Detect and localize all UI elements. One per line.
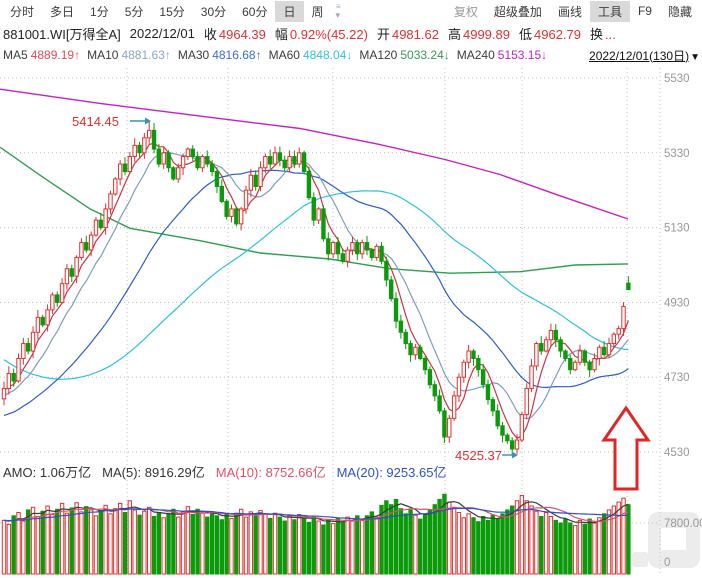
volume-legend-item: MA(10): 8752.66亿 — [215, 464, 326, 480]
ma-legend-items: MA5 4889.19↑ MA10 4881.63↑ MA30 4816.68↑ MA60 4… — [3, 48, 554, 62]
ma-lines — [0, 88, 629, 439]
ma-legend-MA10: MA10 4881.63↑ — [87, 48, 171, 62]
toolbar-button-画线[interactable]: 画线 — [557, 4, 582, 19]
candlesticks — [1, 121, 631, 456]
toolbar-button-F9[interactable]: F9 — [637, 4, 652, 18]
quote-field: 幅 0.92%(45.22) — [274, 26, 368, 42]
ma-legend-MA5: MA5 4889.19↑ — [3, 48, 81, 62]
volume-legend-bar: AMO: 1.06万亿 MA(5): 8916.29亿 MA(10): 8752.6… — [0, 462, 702, 480]
chevron-down-icon: ▼ — [690, 51, 700, 63]
price-annotations: 5414.45 4525.37 — [72, 114, 518, 463]
quote-field: 收 4964.39 — [203, 26, 266, 42]
quote-field: 高 4999.89 — [447, 26, 510, 42]
svg-text:4525.37: 4525.37 — [455, 448, 502, 463]
svg-text:5414.45: 5414.45 — [72, 114, 119, 129]
period-button-周[interactable]: 周 — [311, 4, 324, 19]
ma-legend-MA240: MA240 5153.15↓ — [456, 48, 548, 62]
ma-legend-MA60: MA60 4848.04↓ — [268, 48, 353, 62]
toolbar-button-复权[interactable]: 复权 — [453, 4, 478, 19]
more-periods-icon[interactable]: ≡ ▾ — [335, 2, 341, 20]
svg-text:0: 0 — [664, 557, 670, 569]
date-range-selector[interactable]: 2022/12/01(130日)▼ — [589, 48, 700, 63]
volume-ma-line — [3, 506, 629, 523]
watermark-logo — [632, 512, 700, 568]
quote-field: 低 4962.79 — [518, 26, 581, 42]
svg-text:4730: 4730 — [664, 372, 690, 384]
period-button-日[interactable]: 日 — [275, 0, 304, 22]
gridlines: 5530 5330 5130 4930 4730 4530 7800.00 0 — [0, 68, 702, 574]
volume-legend-item: MA(5): 8916.29亿 — [102, 464, 205, 480]
toolbar-button-超级叠加[interactable]: 超级叠加 — [493, 4, 542, 19]
ma-legend-MA30: MA30 4816.68↑ — [177, 48, 262, 62]
ma-legend-MA120: MA120 5033.24↓ — [359, 48, 450, 62]
svg-text:4930: 4930 — [664, 297, 690, 309]
quote-date: 2022/12/01 — [129, 25, 195, 41]
symbol-name: 881001.WI[万得全A] — [3, 26, 121, 42]
ma-legend-bar: MA5 4889.19↑ MA10 4881.63↑ MA30 4816.68↑ MA60 4… — [0, 44, 702, 66]
toolbar-button-隐藏[interactable]: 隐藏 — [667, 4, 692, 19]
svg-text:5530: 5530 — [664, 73, 690, 85]
quote-field: 换... — [590, 26, 616, 42]
period-button-5分[interactable]: 5分 — [124, 4, 144, 19]
toolbar: 分时 多日 1分 5分 15分 30分 60分日周 ≡ ▾ 复权 超级叠加 画线 工具 F9 隐藏 — [0, 0, 702, 22]
period-button-15分[interactable]: 15分 — [159, 4, 185, 19]
period-button-1分[interactable]: 1分 — [90, 4, 109, 19]
quote-bar: 881001.WI[万得全A] 2022/12/01 收 4964.39 幅 0.92… — [0, 22, 702, 44]
toolbar-button-工具[interactable]: 工具 — [589, 0, 630, 22]
svg-text:5130: 5130 — [664, 223, 690, 235]
up-arrow-marker — [601, 405, 651, 491]
volume-ma-line — [3, 507, 629, 522]
svg-text:4530: 4530 — [664, 447, 690, 459]
volume-legend-item: AMO: 1.06万亿 — [3, 464, 92, 480]
period-button-30分[interactable]: 30分 — [200, 4, 227, 19]
volume-legend-item: MA(20): 9253.65亿 — [336, 464, 447, 480]
toolbar-right-buttons: 复权 超级叠加 画线 工具 F9 隐藏 — [446, 0, 700, 22]
period-button-分时[interactable]: 分时 — [10, 4, 35, 19]
quote-field: 开 4981.62 — [376, 26, 439, 42]
period-button-60分[interactable]: 60分 — [242, 4, 268, 19]
period-buttons: 分时 多日 1分 5分 15分 30分 60分日周 — [2, 0, 332, 22]
svg-text:7800.00: 7800.00 — [664, 518, 702, 530]
svg-text:5330: 5330 — [664, 148, 690, 160]
volume-bars — [1, 493, 631, 575]
period-button-多日[interactable]: 多日 — [50, 4, 75, 19]
